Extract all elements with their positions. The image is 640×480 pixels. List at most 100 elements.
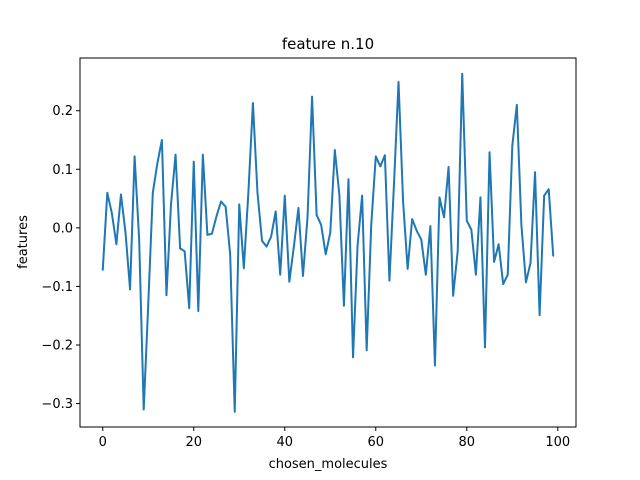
- axes-frame: [79, 57, 577, 428]
- data-point: [415, 229, 418, 232]
- data-point: [293, 245, 295, 248]
- x-tick-label: 20: [185, 435, 202, 450]
- data-point: [543, 194, 545, 197]
- data-point: [224, 205, 227, 208]
- data-point: [516, 104, 518, 106]
- data-point: [170, 203, 172, 206]
- data-point: [443, 216, 445, 219]
- data-point: [274, 210, 277, 213]
- y-tick-label: 0.2: [52, 104, 73, 119]
- plot-area: [101, 72, 555, 413]
- data-point: [165, 294, 168, 297]
- data-point: [124, 231, 127, 234]
- data-point: [470, 228, 473, 231]
- data-point: [192, 160, 195, 163]
- x-tick-label: 40: [276, 435, 293, 450]
- data-point: [547, 188, 550, 190]
- data-point: [511, 145, 514, 147]
- data-point: [111, 212, 113, 215]
- data-point: [138, 238, 140, 241]
- y-axis-label: features: [16, 215, 31, 269]
- data-point: [429, 225, 432, 227]
- data-point: [461, 73, 464, 75]
- data-point: [256, 191, 259, 194]
- data-point: [320, 224, 322, 226]
- data-point: [334, 149, 336, 151]
- data-point: [174, 153, 177, 156]
- data-point: [315, 214, 318, 216]
- x-tick-label: 100: [545, 435, 570, 450]
- data-point: [142, 408, 145, 411]
- data-point: [465, 220, 468, 222]
- data-point: [438, 196, 441, 199]
- data-point: [388, 279, 391, 282]
- data-point: [329, 231, 332, 234]
- data-point: [538, 314, 541, 316]
- data-point: [452, 295, 454, 297]
- data-point: [233, 410, 236, 413]
- data-point: [297, 207, 300, 209]
- x-axis-label: chosen_molecules: [269, 457, 388, 472]
- data-point: [129, 288, 131, 291]
- data-point: [420, 238, 423, 241]
- data-point: [393, 183, 395, 185]
- data-point: [101, 269, 104, 271]
- data-point: [374, 155, 377, 158]
- y-tick-label: −0.2: [41, 339, 73, 354]
- data-point: [497, 243, 500, 246]
- data-point: [506, 273, 509, 276]
- data-point: [343, 304, 345, 307]
- y-tick-label: −0.1: [41, 280, 73, 295]
- data-point: [211, 232, 213, 235]
- data-point: [488, 151, 491, 154]
- data-point: [197, 310, 200, 312]
- data-point: [475, 273, 477, 276]
- data-point: [370, 224, 373, 226]
- data-point: [484, 346, 486, 349]
- data-point: [261, 239, 263, 242]
- data-point: [411, 218, 413, 220]
- y-axis: −0.3 −0.2 −0.1 0.0 0.1 0.2: [41, 104, 80, 412]
- data-point: [534, 171, 536, 174]
- data-point: [270, 235, 272, 238]
- data-point: [215, 215, 218, 217]
- data-point: [152, 191, 154, 194]
- data-point: [402, 200, 404, 203]
- data-point: [288, 280, 291, 283]
- data-point: [447, 166, 450, 168]
- data-point: [156, 162, 159, 165]
- data-point: [525, 281, 527, 284]
- data-point: [425, 273, 427, 276]
- data-point: [434, 364, 436, 367]
- data-point: [252, 102, 254, 104]
- data-point: [502, 283, 504, 285]
- data-point: [306, 216, 309, 219]
- data-point: [283, 194, 286, 197]
- data-point: [379, 165, 382, 168]
- data-point: [361, 194, 363, 197]
- data-point: [356, 244, 359, 247]
- data-point: [352, 356, 354, 359]
- chart-title: feature n.10: [282, 35, 374, 53]
- data-point: [552, 255, 555, 257]
- data-point: [520, 224, 523, 226]
- data-point: [529, 262, 532, 264]
- data-point: [183, 250, 186, 253]
- data-point: [279, 273, 282, 276]
- data-point: [161, 139, 163, 141]
- series-line: [101, 72, 555, 413]
- data-point: [179, 247, 181, 250]
- data-point: [347, 178, 350, 181]
- data-point: [147, 303, 150, 305]
- data-point: [302, 275, 304, 277]
- data-point: [397, 81, 400, 83]
- data-point: [493, 261, 495, 263]
- y-tick-label: 0.1: [52, 163, 73, 178]
- data-point: [456, 250, 459, 253]
- data-point: [365, 349, 368, 352]
- x-tick-label: 80: [459, 435, 476, 450]
- data-point: [247, 191, 250, 194]
- x-tick-label: 0: [99, 435, 107, 450]
- data-point: [120, 193, 122, 196]
